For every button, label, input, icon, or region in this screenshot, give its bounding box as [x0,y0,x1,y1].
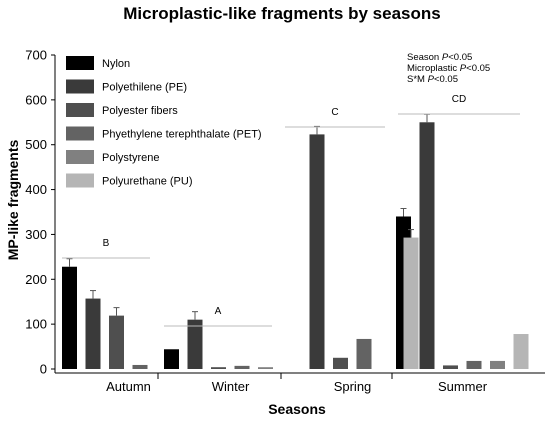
stats-text: <0.05 [466,63,490,74]
stats-text: <0.05 [448,52,472,63]
p-value-symbol: P [428,74,435,85]
bar [132,364,148,369]
x-axis-title: Seasons [268,401,326,417]
y-tick-label: 0 [40,362,47,377]
stats-text: S*M [407,74,428,85]
legend-label: Nylon [102,58,130,70]
stats-text: Season [407,52,442,63]
axes: 0 100 200 300 400 500 600 700 Autumn Winter Spring… [25,48,545,394]
x-tick-label: Spring [334,379,372,394]
x-tick-label: Winter [212,379,250,394]
bar [490,360,505,369]
legend-swatch [66,79,94,94]
stats-annotation-line: S*M P<0.05 [407,74,458,85]
legend-label: Polyethilene (PE) [102,82,187,94]
legend: Nylon Polyethilene (PE) Polyester fibers Ph… [66,56,262,188]
bar [62,266,77,369]
y-tick-label: 600 [25,92,47,107]
stats-annotation-line: Season P<0.05 [407,52,472,63]
y-tick-label: 700 [25,48,47,63]
legend-label: Phyethylene terephthalate (PET) [102,129,262,141]
legend-swatch [66,56,94,70]
bar [309,134,325,369]
y-tick-label: 300 [25,227,47,242]
y-tick-label: 200 [25,272,47,287]
significance-letter: C [331,107,338,118]
stats-annotation-line: Microplastic P<0.05 [407,63,490,74]
bar [333,357,348,369]
x-tick-label: Autumn [106,379,151,394]
bar [403,237,419,369]
bar [466,360,482,369]
bar [356,338,372,369]
y-axis-title: MP-like fragments [5,139,21,260]
p-value-symbol: P [460,63,467,74]
y-tick-label: 500 [25,137,47,152]
significance-letter: B [103,238,110,249]
y-tick-label: 100 [25,317,47,332]
bar [234,365,250,369]
y-tick-label: 400 [25,182,47,197]
legend-swatch [66,103,94,117]
significance-letter: A [215,306,222,317]
bar [164,349,179,369]
legend-label: Polyester fibers [102,105,178,117]
bar [258,367,273,369]
bar [109,315,124,369]
bars [62,113,529,370]
chart-title: Microplastic-like fragments by seasons [123,4,440,23]
bar [513,334,529,369]
stats-text: Microplastic [407,63,460,74]
legend-swatch [66,150,94,164]
bar [443,365,458,369]
legend-swatch [66,173,94,188]
significance-letter: CD [452,94,466,105]
bar [187,319,203,369]
legend-label: Polyurethane (PU) [102,176,193,188]
x-tick-label: Summer [438,379,488,394]
bar [211,367,226,369]
bar [419,122,435,370]
stats-text: <0.05 [434,74,458,85]
legend-label: Polystyrene [102,152,159,164]
bar [85,298,101,369]
p-value-symbol: P [442,52,449,63]
legend-swatch [66,126,94,141]
